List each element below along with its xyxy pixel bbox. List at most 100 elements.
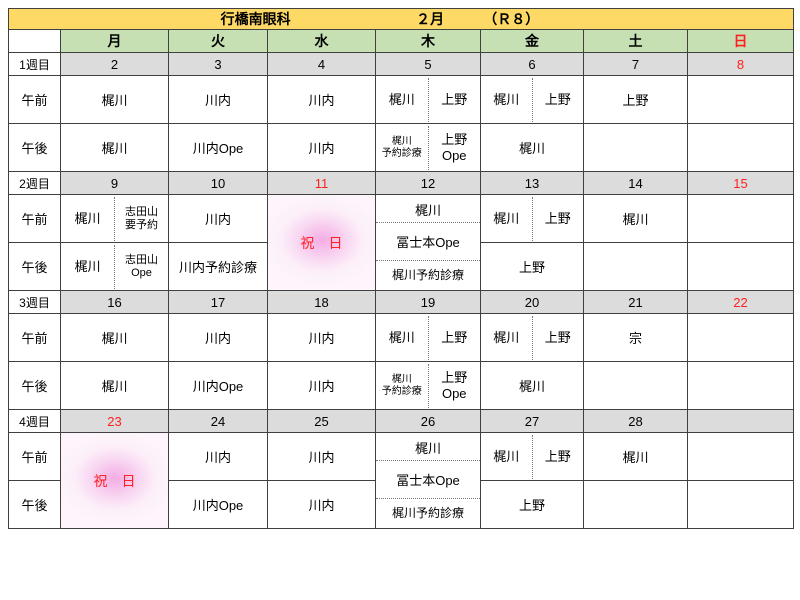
doctor-name: 予約診療: [381, 385, 422, 397]
page: 行橋南眼科 ２月 （Ｒ８） 月火水木金土日 1週目 2 3 4 5 6 7 8 午前 梶川 川内 川内…: [8, 8, 794, 529]
doctor-name: 梶川予約診療: [376, 497, 480, 526]
doctor-cell: 川内: [168, 432, 268, 481]
date-cell: 25: [267, 409, 376, 433]
doctor-name: 上野: [441, 91, 468, 107]
date-cell: 3: [168, 52, 268, 76]
week-date-row: 1週目 2 3 4 5 6 7 8: [8, 52, 794, 76]
doctor-slot: 志田山 Ope: [115, 245, 168, 289]
doctor-name: 要予約: [125, 218, 158, 231]
title-row: 行橋南眼科 ２月 （Ｒ８）: [8, 8, 794, 30]
doctor-name: 川内: [204, 331, 231, 346]
doctor-cell: 上野: [480, 242, 584, 291]
doctor-cell: 川内: [267, 313, 376, 362]
doctor-cell: 川内: [267, 480, 376, 529]
date-cell: 23: [60, 409, 169, 433]
doctor-name: Ope: [441, 385, 467, 401]
doctor-name: 上野: [518, 498, 545, 513]
doctor-cell: 川内: [267, 432, 376, 481]
pm-row: 午後 梶川 志田山 Ope 川内予約診療 上野: [8, 242, 794, 291]
clinic-name: 行橋南眼科: [220, 11, 291, 27]
date-cell: 26: [375, 409, 481, 433]
date-cell: 24: [168, 409, 268, 433]
doctor-name: 川内: [308, 93, 335, 108]
date-cell: 28: [583, 409, 688, 433]
doctor-cell: 梶川: [583, 432, 688, 481]
doctor-name: 冨士本Ope: [376, 459, 480, 498]
doctor-slot: 上野: [533, 435, 583, 479]
doctor-name: 梶川: [101, 93, 128, 108]
doctor-name: 予約診療: [381, 147, 422, 159]
doctor-slot: 上野: [533, 197, 583, 241]
doctor-name: 川内: [308, 498, 335, 513]
triple-cell: 梶川冨士本Ope 梶川予約診療: [375, 432, 481, 529]
doctor-name: 梶川: [414, 203, 441, 219]
split-cell: 梶川 上野: [480, 75, 584, 124]
doctor-name: 梶川: [493, 448, 520, 464]
am-row: 午前祝 日川内 川内 梶川 冨士本Ope 梶川予約診療 梶川 上野 梶川: [8, 432, 794, 529]
doctor-name: 上野: [544, 210, 571, 226]
doctor-name: 梶川予約診療: [376, 259, 480, 288]
doctor-cell: 上野: [583, 75, 688, 124]
doctor-name: 志田山: [125, 205, 158, 218]
split-cell: 梶川 上野: [375, 75, 481, 124]
doctor-slot: 上野 Ope: [429, 126, 480, 170]
empty-cell: [687, 432, 794, 481]
am-row: 午前 梶川 川内 川内 梶川 上野 梶川 上野 上野: [8, 75, 794, 124]
week-label-cell: 4週目: [8, 409, 61, 433]
doctor-slot: 梶川 予約診療: [377, 363, 429, 408]
date-cell: 7: [583, 52, 688, 76]
empty-cell: [687, 313, 794, 362]
doctor-cell: 川内: [168, 313, 268, 362]
doctor-cell: 川内Ope: [168, 361, 268, 410]
split-cell: 梶川 上野: [480, 194, 584, 243]
month-label: ２月: [416, 11, 445, 27]
doctor-cell: 梶川: [60, 75, 169, 124]
date-cell: 11: [267, 171, 376, 195]
date-cell: 18: [267, 290, 376, 314]
date-cell: 21: [583, 290, 688, 314]
doctor-slot: 梶川 予約診療: [377, 125, 429, 170]
doctor-slot: 梶川: [482, 77, 533, 122]
pm-row: 午後 梶川 川内Ope 川内 梶川 予約診療 上野 Ope 梶川: [8, 123, 794, 172]
doctor-name: 川内: [308, 450, 335, 465]
empty-cell: [583, 123, 688, 172]
doctor-slot: 梶川: [482, 434, 533, 479]
schedule-table: 行橋南眼科 ２月 （Ｒ８） 月火水木金土日 1週目 2 3 4 5 6 7 8 午前 梶川 川内 川内…: [8, 8, 794, 529]
date-cell: 4: [267, 52, 376, 76]
doctor-slot: 志田山 要予約: [115, 197, 168, 241]
doctor-name: 川内: [204, 450, 231, 465]
doctor-name: 川内Ope: [192, 141, 244, 156]
am-label: 午前: [8, 432, 61, 481]
am-label: 午前: [8, 313, 61, 362]
split-cell: 梶川 上野: [480, 432, 584, 481]
doctor-name: 川内予約診療: [178, 260, 257, 275]
date-cell: [687, 409, 794, 433]
doctor-slot: 上野: [533, 316, 583, 360]
doctor-cell: 川内: [267, 361, 376, 410]
doctor-name: 梶川: [414, 441, 441, 457]
date-cell: 19: [375, 290, 481, 314]
empty-cell: [583, 480, 688, 529]
pm-label: 午後: [8, 242, 61, 291]
empty-cell: [687, 123, 794, 172]
doctor-name: 梶川: [74, 258, 101, 274]
empty-cell: [687, 242, 794, 291]
date-cell: 6: [480, 52, 584, 76]
am-row: 午前 梶川 志田山 要予約 川内祝 日梶川 冨士本Ope 梶川予約診療 梶川 上野 梶川: [8, 194, 794, 291]
doctor-cell: 梶川: [60, 313, 169, 362]
day-header-cell: 日: [687, 29, 794, 53]
week-date-row: 3週目 16 17 18 19 20 21 22: [8, 290, 794, 314]
doctor-cell: 梶川: [583, 194, 688, 243]
doctor-slot: 梶川: [482, 196, 533, 241]
empty-cell: [687, 194, 794, 243]
am-row: 午前 梶川 川内 川内 梶川 上野 梶川 上野 宗: [8, 313, 794, 362]
day-header-cell: 金: [480, 29, 584, 53]
doctor-slot: 上野: [429, 78, 480, 122]
doctor-name: Ope: [441, 147, 467, 163]
week-date-row: 2週目 9 10 11 12 13 14 15: [8, 171, 794, 195]
doctor-name: 梶川: [101, 141, 128, 156]
empty-cell: [583, 361, 688, 410]
doctor-name: 上野: [441, 370, 468, 386]
doctor-cell: 川内: [168, 194, 268, 243]
doctor-name: 梶川: [493, 210, 520, 226]
